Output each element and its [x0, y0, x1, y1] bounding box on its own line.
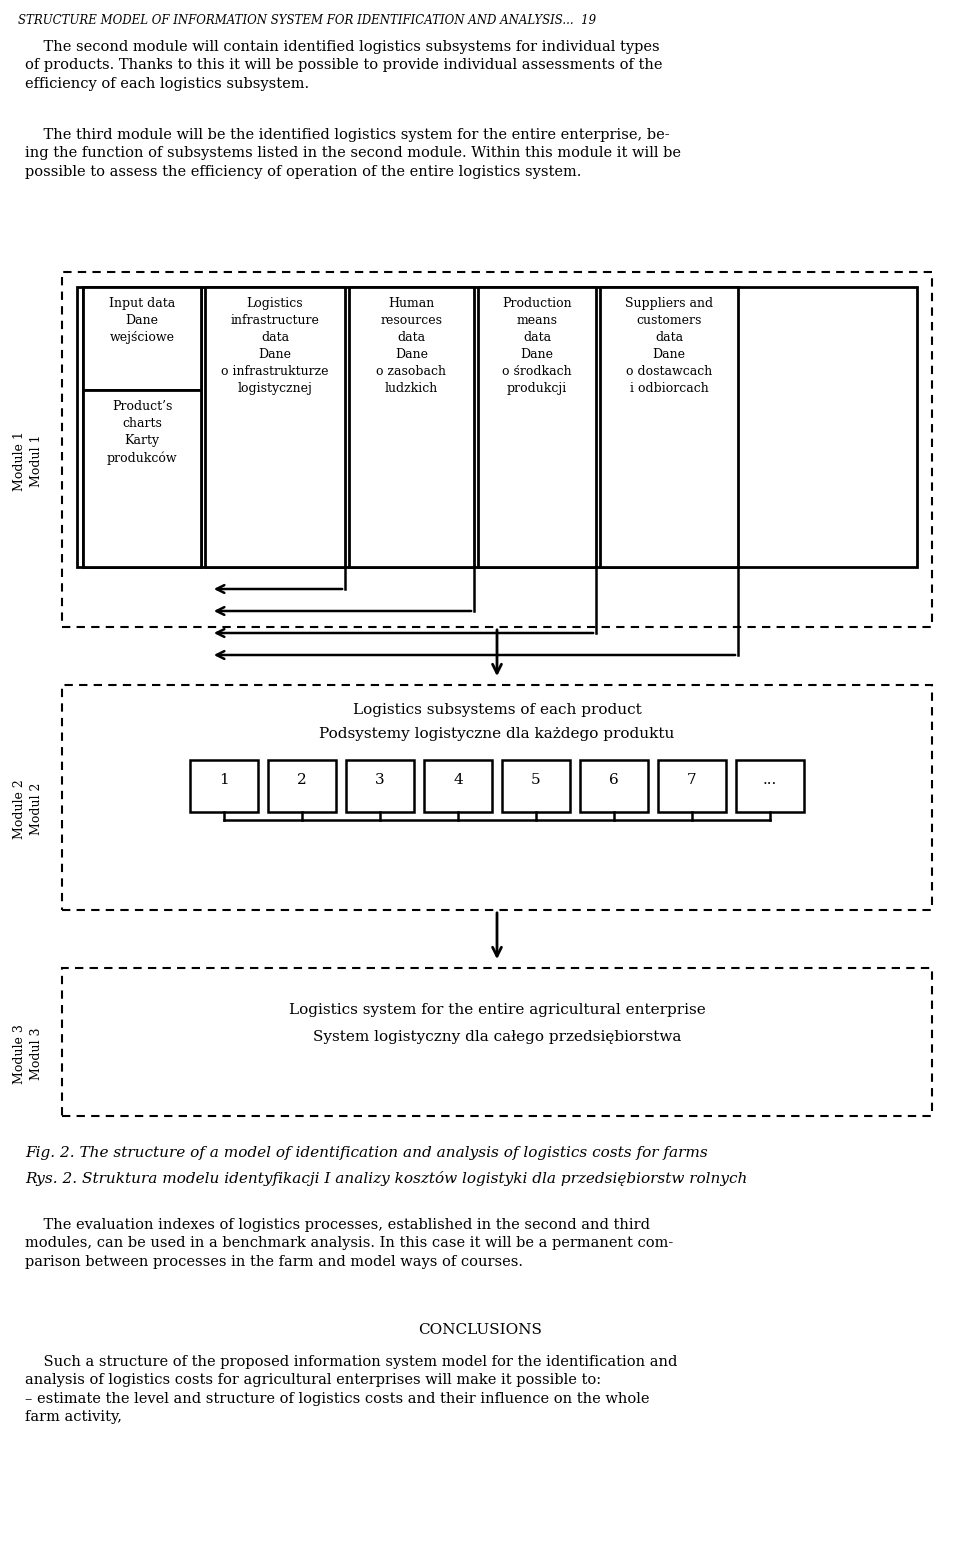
Text: 5: 5	[531, 773, 540, 787]
Bar	[62, 272, 932, 627]
Bar	[736, 760, 804, 812]
Bar	[502, 760, 570, 812]
Text: The third module will be the identified logistics system for the entire enterpri: The third module will be the identified …	[25, 127, 681, 178]
Bar	[478, 287, 596, 566]
Bar	[346, 760, 414, 812]
Text: 2: 2	[298, 773, 307, 787]
Bar	[205, 287, 345, 566]
Text: Product’s
charts
Karty
produkców: Product’s charts Karty produkców	[107, 400, 178, 464]
Bar	[83, 390, 201, 566]
Text: 3: 3	[375, 773, 385, 787]
Text: The evaluation indexes of logistics processes, established in the second and thi: The evaluation indexes of logistics proc…	[25, 1218, 673, 1270]
Text: Fig. 2. The structure of a model of identification and analysis of logistics cos: Fig. 2. The structure of a model of iden…	[25, 1145, 708, 1159]
Text: 7: 7	[687, 773, 697, 787]
Bar	[83, 287, 201, 390]
Text: Module 3
Modul 3: Module 3 Modul 3	[13, 1024, 43, 1083]
Bar	[190, 760, 258, 812]
Bar	[658, 760, 726, 812]
Text: Human
resources
data
Dane
o zasobach
ludzkich: Human resources data Dane o zasobach lud…	[376, 296, 446, 396]
Text: ...: ...	[763, 773, 778, 787]
Text: 1: 1	[219, 773, 228, 787]
Text: STRUCTURE MODEL OF INFORMATION SYSTEM FOR IDENTIFICATION AND ANALYSIS...  19: STRUCTURE MODEL OF INFORMATION SYSTEM FO…	[18, 14, 596, 26]
Bar	[77, 287, 917, 566]
Text: CONCLUSIONS: CONCLUSIONS	[418, 1322, 542, 1336]
Text: The second module will contain identified logistics subsystems for individual ty: The second module will contain identifie…	[25, 40, 662, 92]
Text: Rys. 2. Struktura modelu identyfikacji I analizy kosztów logistyki dla przedsięb: Rys. 2. Struktura modelu identyfikacji I…	[25, 1172, 748, 1186]
Text: Podsystemy logistyczne dla każdego produktu: Podsystemy logistyczne dla każdego produ…	[320, 726, 675, 740]
Bar	[62, 968, 932, 1116]
Text: Module 1
Modul 1: Module 1 Modul 1	[13, 431, 43, 490]
Text: Logistics system for the entire agricultural enterprise: Logistics system for the entire agricult…	[289, 1003, 706, 1017]
Text: Module 2
Modul 2: Module 2 Modul 2	[13, 779, 43, 840]
Text: Suppliers and
customers
data
Dane
o dostawcach
i odbiorcach: Suppliers and customers data Dane o dost…	[625, 296, 713, 396]
Text: System logistyczny dla całego przedsiębiorstwa: System logistyczny dla całego przedsiębi…	[313, 1031, 682, 1044]
Text: Production
means
data
Dane
o środkach
produkcji: Production means data Dane o środkach pr…	[502, 296, 572, 396]
Text: Such a structure of the proposed information system model for the identification: Such a structure of the proposed informa…	[25, 1355, 678, 1425]
Bar	[83, 287, 201, 566]
Text: Logistics subsystems of each product: Logistics subsystems of each product	[352, 703, 641, 717]
Bar	[600, 287, 738, 566]
Text: Logistics
infrastructure
data
Dane
o infrastrukturze
logistycznej: Logistics infrastructure data Dane o inf…	[221, 296, 328, 396]
Bar	[268, 760, 336, 812]
Bar	[580, 760, 648, 812]
Bar	[424, 760, 492, 812]
Bar	[349, 287, 474, 566]
Bar	[62, 684, 932, 909]
Text: Input data
Dane
wejściowe: Input data Dane wejściowe	[108, 296, 175, 345]
Text: 4: 4	[453, 773, 463, 787]
Text: 6: 6	[610, 773, 619, 787]
